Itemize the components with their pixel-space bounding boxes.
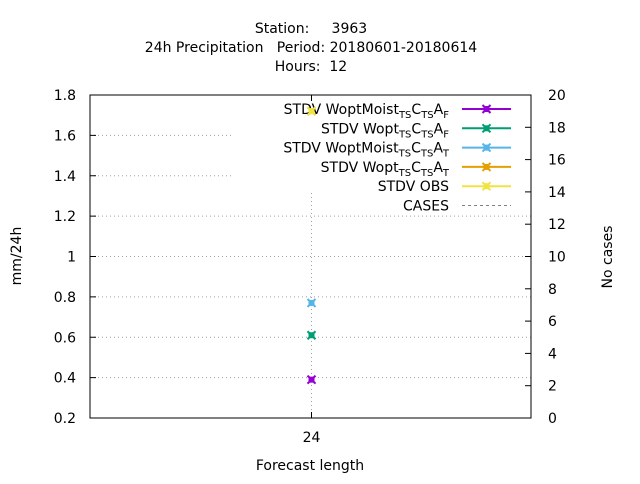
y2-tick-label: 8 <box>548 282 557 298</box>
data-point <box>308 108 315 115</box>
y2-tick-label: 16 <box>548 153 566 169</box>
legend-label: STDV OBS <box>378 179 449 195</box>
chart-title-line: 24h Precipitation Period: 20180601-20180… <box>145 40 477 56</box>
data-point <box>308 299 315 306</box>
y2-tick-label: 4 <box>548 346 557 362</box>
y2-tick-label: 0 <box>548 411 557 427</box>
x-tick-label: 24 <box>303 430 321 446</box>
legend-marker <box>483 125 490 132</box>
y2-axis-label: No cases <box>600 226 616 289</box>
data-point <box>308 376 315 383</box>
legend-marker <box>483 163 490 170</box>
y2-tick-label: 20 <box>548 88 566 104</box>
plot-frame <box>89 94 532 419</box>
y-tick-label: 1 <box>67 250 76 266</box>
chart-title-line: Hours: 12 <box>275 59 347 75</box>
y2-tick-label: 14 <box>548 185 566 201</box>
legend-label: STDV WoptMoistTSCTSAT <box>283 141 450 160</box>
y-tick-label: 0.6 <box>54 330 76 346</box>
y2-tick-label: 18 <box>548 120 566 136</box>
legend-marker <box>483 106 490 112</box>
y-tick-label: 1.6 <box>54 128 76 144</box>
legend-label: CASES <box>403 199 449 215</box>
data-point <box>308 332 315 339</box>
y-tick-label: 1.8 <box>54 88 76 104</box>
y-tick-label: 0.4 <box>54 371 76 387</box>
y-tick-label: 1.4 <box>54 169 76 185</box>
y-axis-label: mm/24h <box>9 227 25 286</box>
y2-tick-label: 12 <box>548 217 566 233</box>
y-tick-label: 0.2 <box>54 411 76 427</box>
legend-marker <box>483 183 490 190</box>
chart-title-line: Station: 3963 <box>255 21 367 37</box>
legend-marker <box>483 144 490 151</box>
y2-tick-label: 2 <box>548 379 557 395</box>
y-tick-label: 1.2 <box>54 209 76 225</box>
x-axis-label: Forecast length <box>256 458 364 474</box>
y2-tick-label: 6 <box>548 314 557 330</box>
y2-tick-label: 10 <box>548 250 566 266</box>
y-tick-label: 0.8 <box>54 290 76 306</box>
legend-label: STDV WoptTSCTSAT <box>321 160 450 179</box>
legend-label: STDV WoptMoistTSCTSAF <box>284 102 450 121</box>
legend-label: STDV WoptTSCTSAF <box>321 121 449 140</box>
